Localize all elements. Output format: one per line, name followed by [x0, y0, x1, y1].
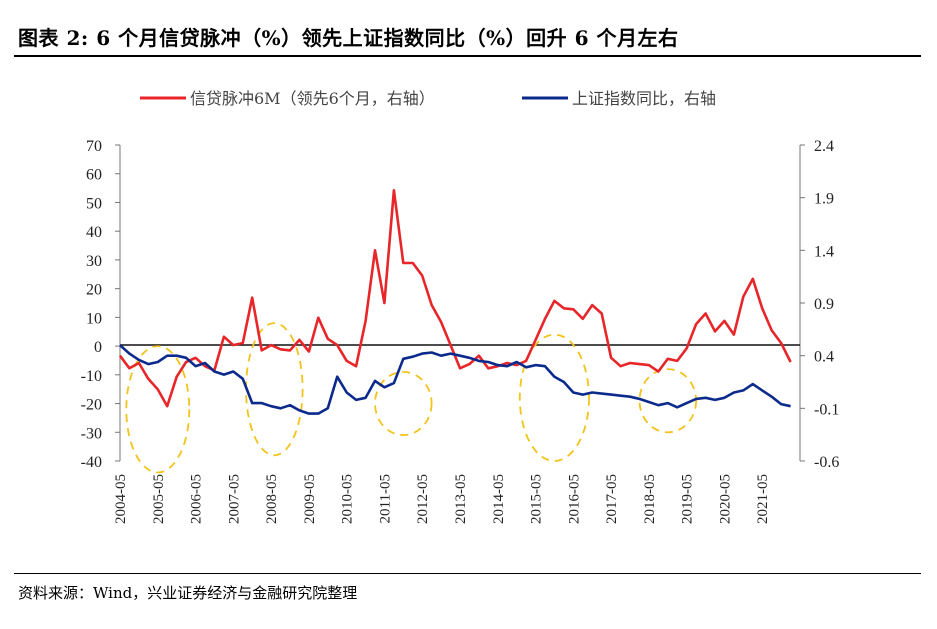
bottom-rule: [14, 573, 921, 574]
dashed-ellipse: [374, 370, 433, 436]
left-tick-label: 60: [86, 167, 102, 184]
figure-title: 图表 2: 6 个月信贷脉冲（%）领先上证指数同比（%）回升 6 个月左右: [18, 26, 679, 50]
x-tick-label: 2013-05: [453, 474, 469, 524]
left-tick-label: 50: [86, 195, 102, 212]
right-tick-label: -0.1: [814, 401, 839, 418]
x-tick-label: 2005-05: [151, 474, 167, 524]
left-tick-label: -30: [81, 425, 102, 442]
x-tick-label: 2004-05: [113, 474, 129, 524]
x-tick-label: 2015-05: [529, 474, 545, 524]
legend-index-yoy-label: 上证指数同比，右轴: [572, 89, 716, 108]
x-tick-label: 2018-05: [642, 474, 658, 524]
x-tick-label: 2011-05: [377, 474, 393, 523]
right-tick-label: 0.9: [814, 296, 834, 313]
x-tick-label: 2020-05: [717, 474, 733, 524]
left-tick-label: 30: [86, 253, 102, 270]
x-tick-label: 2006-05: [189, 474, 205, 524]
index-yoy-line: [119, 344, 791, 415]
x-tick-label: 2017-05: [604, 474, 620, 524]
dashed-ellipse: [245, 322, 304, 457]
right-tick-label: -0.6: [814, 454, 839, 471]
x-tick-label: 2012-05: [415, 474, 431, 524]
left-tick-label: 10: [86, 310, 102, 327]
x-tick-label: 2007-05: [226, 474, 242, 524]
x-tick-label: 2021-05: [755, 474, 771, 524]
right-tick-label: 2.4: [814, 138, 834, 155]
x-tick-label: 2009-05: [302, 474, 318, 524]
x-tick-label: 2014-05: [491, 474, 507, 524]
right-tick-label: 1.4: [814, 243, 834, 260]
x-tick-label: 2019-05: [680, 474, 696, 524]
left-tick-label: -20: [81, 397, 102, 414]
x-tick-label: 2008-05: [264, 474, 280, 524]
source-note: 资料来源：Wind，兴业证券经济与金融研究院整理: [18, 584, 358, 602]
legend-credit-pulse-label: 信贷脉冲6M（领先6个月，右轴）: [190, 89, 435, 108]
series-lines: [118, 189, 792, 415]
left-tick-label: 70: [86, 138, 102, 155]
left-tick-label: -40: [81, 454, 102, 471]
chart-legend: 信贷脉冲6M（领先6个月，右轴） 上证指数同比，右轴: [140, 89, 716, 108]
right-tick-label: 0.4: [814, 349, 834, 366]
dashed-ellipse: [518, 333, 590, 462]
left-tick-label: 0: [94, 339, 102, 356]
x-tick-label: 2010-05: [340, 474, 356, 524]
dashed-ellipse: [638, 368, 697, 434]
credit-pulse-line: [118, 189, 792, 408]
dashed-ellipse: [125, 345, 191, 474]
left-tick-label: -10: [81, 368, 102, 385]
chart-axes: 70 60 50 40 30 20 10 0 -10 -20 -30 -40 2.4 1.9 1.4 0.9 0…: [81, 138, 840, 524]
left-tick-label: 40: [86, 224, 102, 241]
left-tick-label: 20: [86, 282, 102, 299]
right-tick-label: 1.9: [814, 191, 834, 208]
top-rule: [14, 55, 921, 57]
x-tick-label: 2016-05: [566, 474, 582, 524]
